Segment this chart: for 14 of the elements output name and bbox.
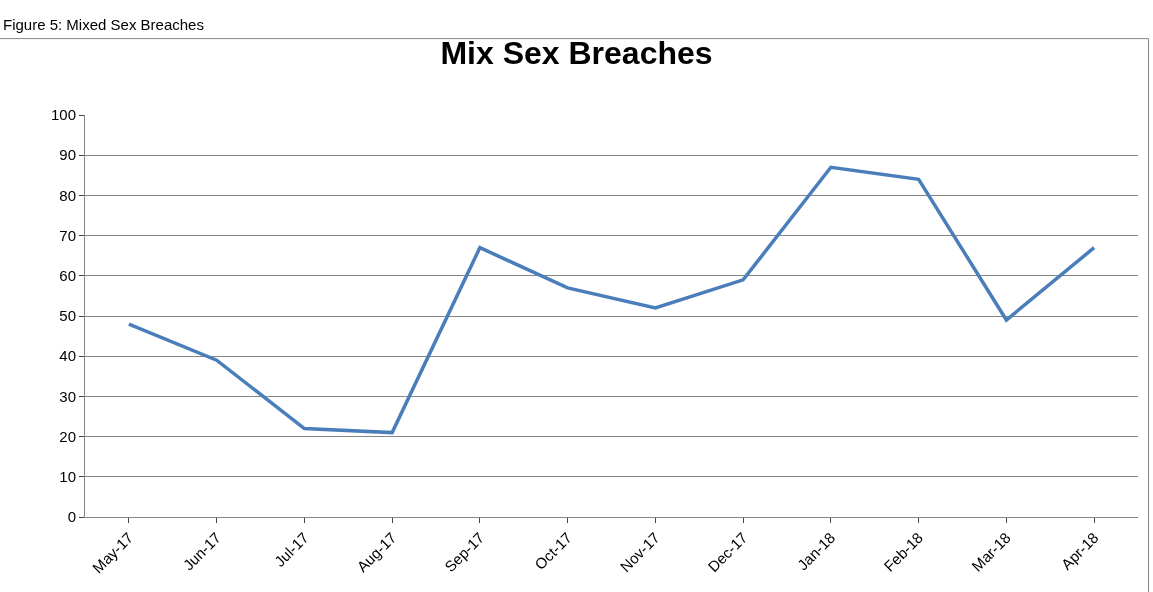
y-tick-label: 20 bbox=[59, 427, 76, 445]
y-tick-label: 50 bbox=[59, 307, 76, 325]
y-tick-label: 90 bbox=[59, 146, 76, 164]
line-series bbox=[127, 165, 1096, 435]
chart-title: Mix Sex Breaches bbox=[440, 34, 713, 71]
y-tick-label: 40 bbox=[59, 347, 76, 365]
y-tick-label: 60 bbox=[59, 267, 76, 285]
y-tick-label: 10 bbox=[59, 468, 76, 486]
y-tick-label: 30 bbox=[59, 387, 76, 405]
y-tick-label: 70 bbox=[59, 226, 76, 244]
y-tick-label: 0 bbox=[67, 508, 76, 526]
y-tick-label: 100 bbox=[50, 106, 76, 124]
caption: Figure 5: Mixed Sex Breaches bbox=[3, 16, 204, 33]
y-tick-label: 80 bbox=[59, 186, 76, 204]
